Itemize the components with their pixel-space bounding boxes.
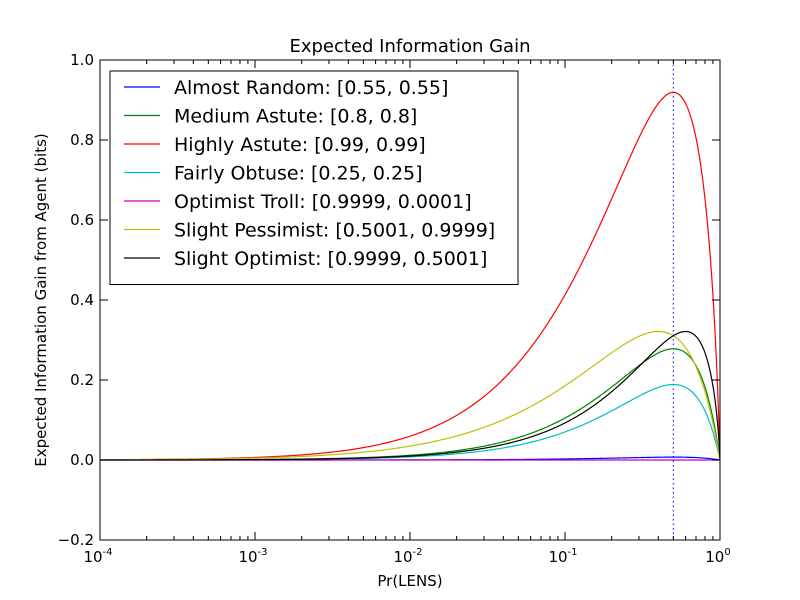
series-line-6 xyxy=(100,330,720,461)
y-tick-label: 1.0 xyxy=(70,51,94,69)
y-tick-label: 0.2 xyxy=(70,371,94,389)
y-tick-label: 0.4 xyxy=(70,291,94,309)
legend-entry: Slight Optimist: [0.9999, 0.5001] xyxy=(174,248,487,270)
x-tick-label: 100 xyxy=(705,547,730,566)
y-tick-label: −0.2 xyxy=(58,531,94,549)
legend: Almost Random: [0.55, 0.55] Medium Astute… xyxy=(109,70,519,285)
ticks-layer: 10-4 10-3 10-2 10-1 100 −0.2 0.0 0.2 0.4 0.6 0.8 1.… xyxy=(58,51,731,566)
y-axis-label: Expected Information Gain from Agent (bi… xyxy=(32,133,50,467)
chart-title: Expected Information Gain xyxy=(289,36,530,57)
y-tick-label: 0.0 xyxy=(70,451,94,469)
x-tick-label: 10-1 xyxy=(548,547,577,566)
x-tick-label: 10-3 xyxy=(238,547,267,566)
series-layer xyxy=(100,60,720,540)
y-tick-label: 0.6 xyxy=(70,211,94,229)
legend-entry: Almost Random: [0.55, 0.55] xyxy=(174,77,448,99)
series-line-7 xyxy=(100,330,720,461)
legend-entry: Fairly Obtuse: [0.25, 0.25] xyxy=(174,163,423,185)
y-tick-label: 0.8 xyxy=(70,131,94,149)
x-tick-label: 10-2 xyxy=(393,547,422,566)
legend-entry: Medium Astute: [0.8, 0.8] xyxy=(174,106,417,128)
legend-entry: Slight Pessimist: [0.5001, 0.9999] xyxy=(174,220,495,242)
x-tick-label: 10-4 xyxy=(83,547,112,566)
x-axis-label: Pr(LENS) xyxy=(377,572,442,590)
legend-entry: Highly Astute: [0.99, 0.99] xyxy=(174,134,426,156)
legend-box xyxy=(109,70,519,285)
legend-entry: Optimist Troll: [0.9999, 0.0001] xyxy=(174,191,472,213)
